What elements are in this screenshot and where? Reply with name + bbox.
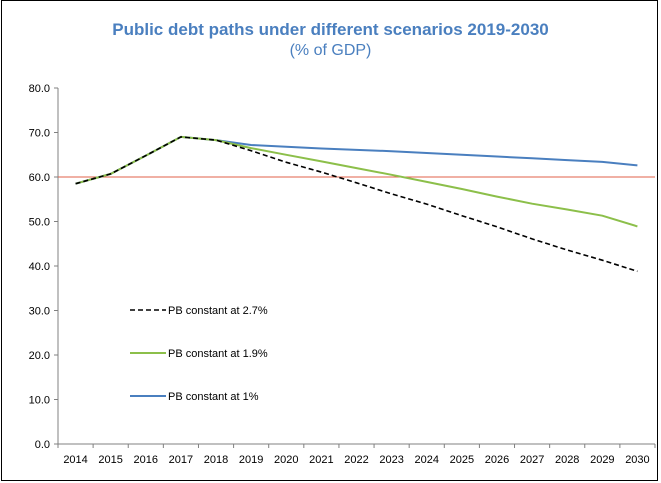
y-tick-label: 80.0	[29, 83, 50, 95]
x-tick-label: 2016	[134, 454, 158, 466]
chart-title: Public debt paths under different scenar…	[112, 20, 549, 39]
x-tick-label: 2021	[309, 454, 333, 466]
legend-label: PB constant at 2.7%	[168, 305, 268, 317]
y-tick-label: 30.0	[29, 306, 50, 318]
x-tick-label: 2024	[414, 454, 438, 466]
axes-group	[54, 87, 656, 448]
x-tick-label: 2030	[625, 454, 649, 466]
x-tick-label: 2014	[63, 454, 87, 466]
chart-subtitle: (% of GDP)	[289, 42, 372, 59]
y-tick-label: 60.0	[29, 172, 50, 184]
tick-labels-group: 0.0 10.0 20.0 30.0 40.0 50.0 60.0 70.0 80.0 2014 2…	[29, 83, 650, 466]
x-tick-label: 2029	[590, 454, 614, 466]
x-tick-label: 2025	[450, 454, 474, 466]
y-tick-label: 50.0	[29, 217, 50, 229]
series-line	[75, 135, 638, 228]
legend-group: PB constant at 2.7% PB constant at 1.9% PB…	[130, 305, 268, 403]
x-tick-label: 2026	[485, 454, 509, 466]
series-line	[75, 136, 638, 273]
x-tick-label: 2018	[204, 454, 228, 466]
y-tick-label: 40.0	[29, 261, 50, 273]
x-tick-label: 2017	[169, 454, 193, 466]
y-tick-label: 20.0	[29, 350, 50, 362]
x-tick-label: 2023	[379, 454, 403, 466]
legend-label: PB constant at 1.9%	[168, 348, 268, 360]
x-tick-label: 2020	[274, 454, 298, 466]
series-lines-group	[58, 135, 655, 273]
x-tick-label: 2019	[239, 454, 263, 466]
y-tick-label: 0.0	[35, 439, 50, 451]
x-tick-label: 2027	[520, 454, 544, 466]
y-tick-label: 10.0	[29, 395, 50, 407]
x-tick-label: 2028	[555, 454, 579, 466]
y-tick-label: 70.0	[29, 128, 50, 140]
legend-label: PB constant at 1%	[168, 391, 259, 403]
x-tick-label: 2015	[98, 454, 122, 466]
x-tick-label: 2022	[344, 454, 368, 466]
